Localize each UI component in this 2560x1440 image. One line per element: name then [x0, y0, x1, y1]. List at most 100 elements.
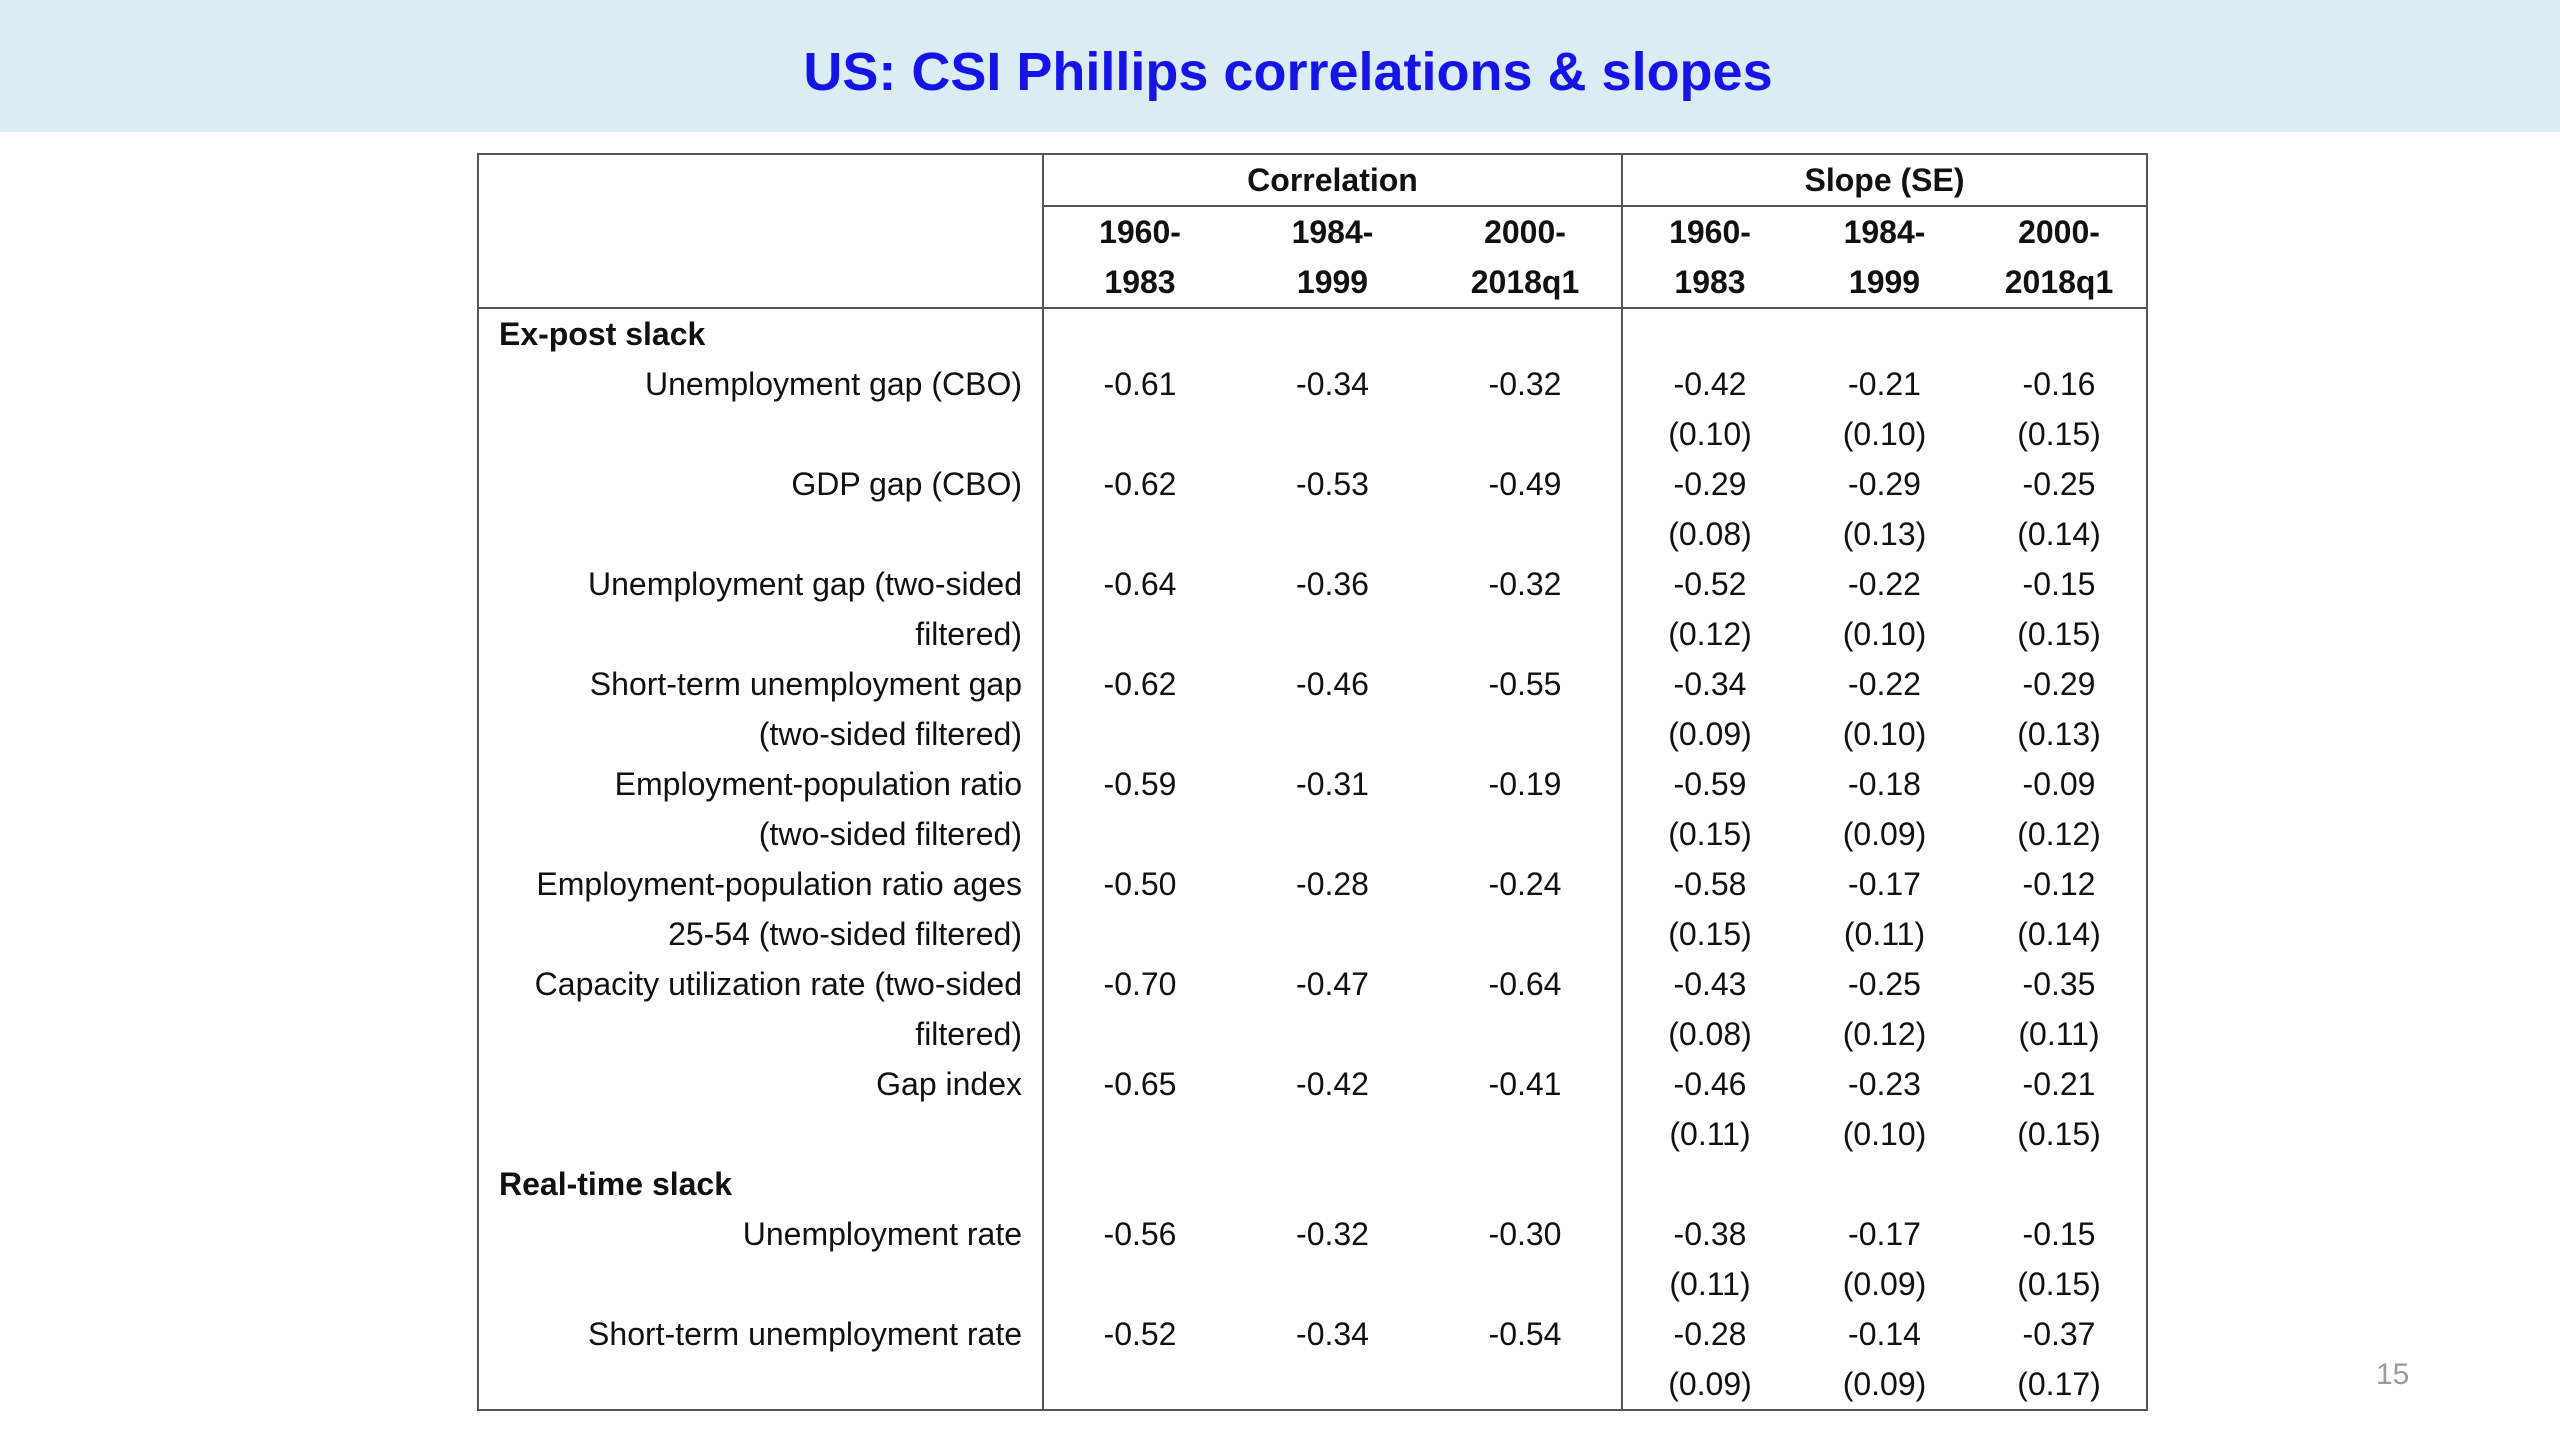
standard-error-value: (0.15) [2017, 616, 2101, 652]
slope-value: -0.28 [1621, 1309, 1797, 1359]
corr-period-2-start: 1984- [1291, 214, 1374, 250]
slope-value: -0.35 [2022, 966, 2096, 1002]
slide-title: US: CSI Phillips correlations & slopes [803, 42, 1773, 102]
table-row: Unemployment gap (CBO) -0.61 -0.34 -0.32 -0.… [478, 359, 2147, 409]
standard-error-value: (0.09) [1621, 1359, 1797, 1410]
correlation-value: -0.34 [1296, 1316, 1369, 1352]
slope-period-1-end: 1983 [1621, 257, 1797, 309]
slope-period-2-end: 1999 [1797, 257, 1972, 309]
row-label-continuation: filtered) [915, 616, 1022, 652]
standard-error-value: (0.11) [1843, 916, 1926, 952]
standard-error-value: (0.08) [1621, 1009, 1797, 1059]
empty-cell [1972, 308, 2147, 359]
slope-value: -0.59 [1621, 759, 1797, 809]
slope-value: -0.34 [1621, 659, 1797, 709]
empty-cell [1042, 1109, 1236, 1159]
empty-cell [1042, 809, 1236, 859]
group-header-correlation: Correlation [1042, 154, 1622, 207]
slope-value: -0.21 [2022, 1066, 2096, 1102]
slope-value: -0.17 [1848, 1216, 1921, 1252]
standard-error-value: (0.10) [1842, 1116, 1927, 1152]
correlation-value: -0.42 [1296, 1066, 1369, 1102]
slope-value: -0.25 [1848, 966, 1921, 1002]
correlation-value: -0.36 [1296, 566, 1369, 602]
standard-error-value: (0.14) [2017, 916, 2101, 952]
row-label-continuation [478, 1359, 1043, 1410]
slope-value: -0.21 [1848, 366, 1921, 402]
slope-value: -0.46 [1621, 1059, 1797, 1109]
correlation-value: -0.46 [1296, 666, 1369, 702]
table-row: Unemployment gap (two-sided -0.64 -0.36 -0.… [478, 559, 2147, 609]
row-label-continuation: (two-sided filtered) [758, 816, 1022, 852]
empty-cell [1236, 1009, 1429, 1059]
row-label: Short-term unemployment rate [588, 1316, 1022, 1352]
standard-error-value: (0.09) [1842, 816, 1927, 852]
correlation-value: -0.32 [1488, 366, 1562, 402]
correlation-value: -0.24 [1488, 866, 1562, 902]
correlation-value: -0.34 [1296, 366, 1369, 402]
empty-cell [1621, 1159, 1797, 1209]
empty-cell [1429, 709, 1622, 759]
standard-error-value: (0.10) [1842, 716, 1927, 752]
empty-cell [1236, 609, 1429, 659]
header-row-period-end: 1983 1999 2018q1 1983 1999 2018q1 [478, 257, 2148, 309]
standard-error-value: (0.11) [1621, 1109, 1797, 1159]
correlation-value: -0.50 [1042, 859, 1236, 909]
row-label: Employment-population ratio [614, 766, 1022, 802]
correlation-value: -0.47 [1296, 966, 1369, 1002]
correlation-value: -0.62 [1042, 659, 1236, 709]
header-row-period-start: 1960- 1984- 2000- 1960- 1984- 2000- [478, 206, 2147, 257]
row-label: Capacity utilization rate (two-sided [534, 966, 1022, 1002]
empty-cell [1236, 1109, 1429, 1159]
standard-error-value: (0.15) [2017, 1266, 2101, 1302]
empty-cell [1429, 1359, 1622, 1410]
empty-cell [1429, 308, 1622, 359]
empty-cell [1429, 1159, 1622, 1209]
table-row: Unemployment rate -0.56 -0.32 -0.30 -0.38 -0.… [478, 1209, 2147, 1259]
slope-period-3-start: 2000- [2018, 214, 2100, 250]
row-label: Short-term unemployment gap [589, 666, 1022, 702]
slope-value: -0.15 [2022, 566, 2096, 602]
group-header-slope: Slope (SE) [1620, 154, 2148, 207]
row-label-continuation: filtered) [915, 1016, 1022, 1052]
section-row: Real-time slack [478, 1159, 2147, 1209]
empty-cell [1797, 1159, 1972, 1209]
table-row: Employment-population ratio ages -0.50 -0.… [478, 859, 2147, 909]
standard-error-value: (0.14) [2017, 516, 2101, 552]
empty-cell [1042, 409, 1236, 459]
empty-cell [1236, 409, 1429, 459]
slope-value: -0.29 [2022, 666, 2096, 702]
correlation-value: -0.19 [1488, 766, 1562, 802]
row-label-continuation: (two-sided filtered) [758, 716, 1022, 752]
slope-value: -0.17 [1848, 866, 1921, 902]
corr-period-1-start: 1960- [1042, 206, 1236, 257]
empty-cell [1042, 509, 1236, 559]
correlation-value: -0.53 [1296, 466, 1369, 502]
correlation-value: -0.65 [1042, 1059, 1236, 1109]
row-label: Unemployment rate [742, 1216, 1022, 1252]
standard-error-value: (0.11) [2018, 1016, 2100, 1052]
slope-period-1-start: 1960- [1621, 206, 1797, 257]
slope-value: -0.25 [2022, 466, 2096, 502]
table-row: Employment-population ratio -0.59 -0.31 -0.… [478, 759, 2147, 809]
standard-error-value: (0.12) [1842, 1016, 1927, 1052]
table-row-continuation: (two-sided filtered) (0.15) (0.09) (0.12) [478, 809, 2147, 859]
standard-error-value: (0.09) [1842, 1366, 1927, 1402]
standard-error-value: (0.15) [1621, 809, 1797, 859]
table-row-continuation: (0.10) (0.10) (0.15) [478, 409, 2147, 459]
standard-error-value: (0.10) [1621, 409, 1797, 459]
correlation-value: -0.49 [1488, 466, 1562, 502]
row-label-continuation [478, 1109, 1043, 1159]
corr-period-3-start: 2000- [1484, 214, 1566, 250]
standard-error-value: (0.09) [1842, 1266, 1927, 1302]
table-row-continuation: (0.11) (0.09) (0.15) [478, 1259, 2147, 1309]
correlation-value: -0.28 [1296, 866, 1369, 902]
page-number: 15 [2376, 1358, 2410, 1391]
empty-cell [1042, 1009, 1236, 1059]
slope-period-2-start: 1984- [1843, 214, 1926, 250]
empty-cell [1621, 308, 1797, 359]
empty-cell [1797, 308, 1972, 359]
standard-error-value: (0.09) [1621, 709, 1797, 759]
slope-value: -0.58 [1621, 859, 1797, 909]
row-label: Gap index [876, 1066, 1022, 1102]
